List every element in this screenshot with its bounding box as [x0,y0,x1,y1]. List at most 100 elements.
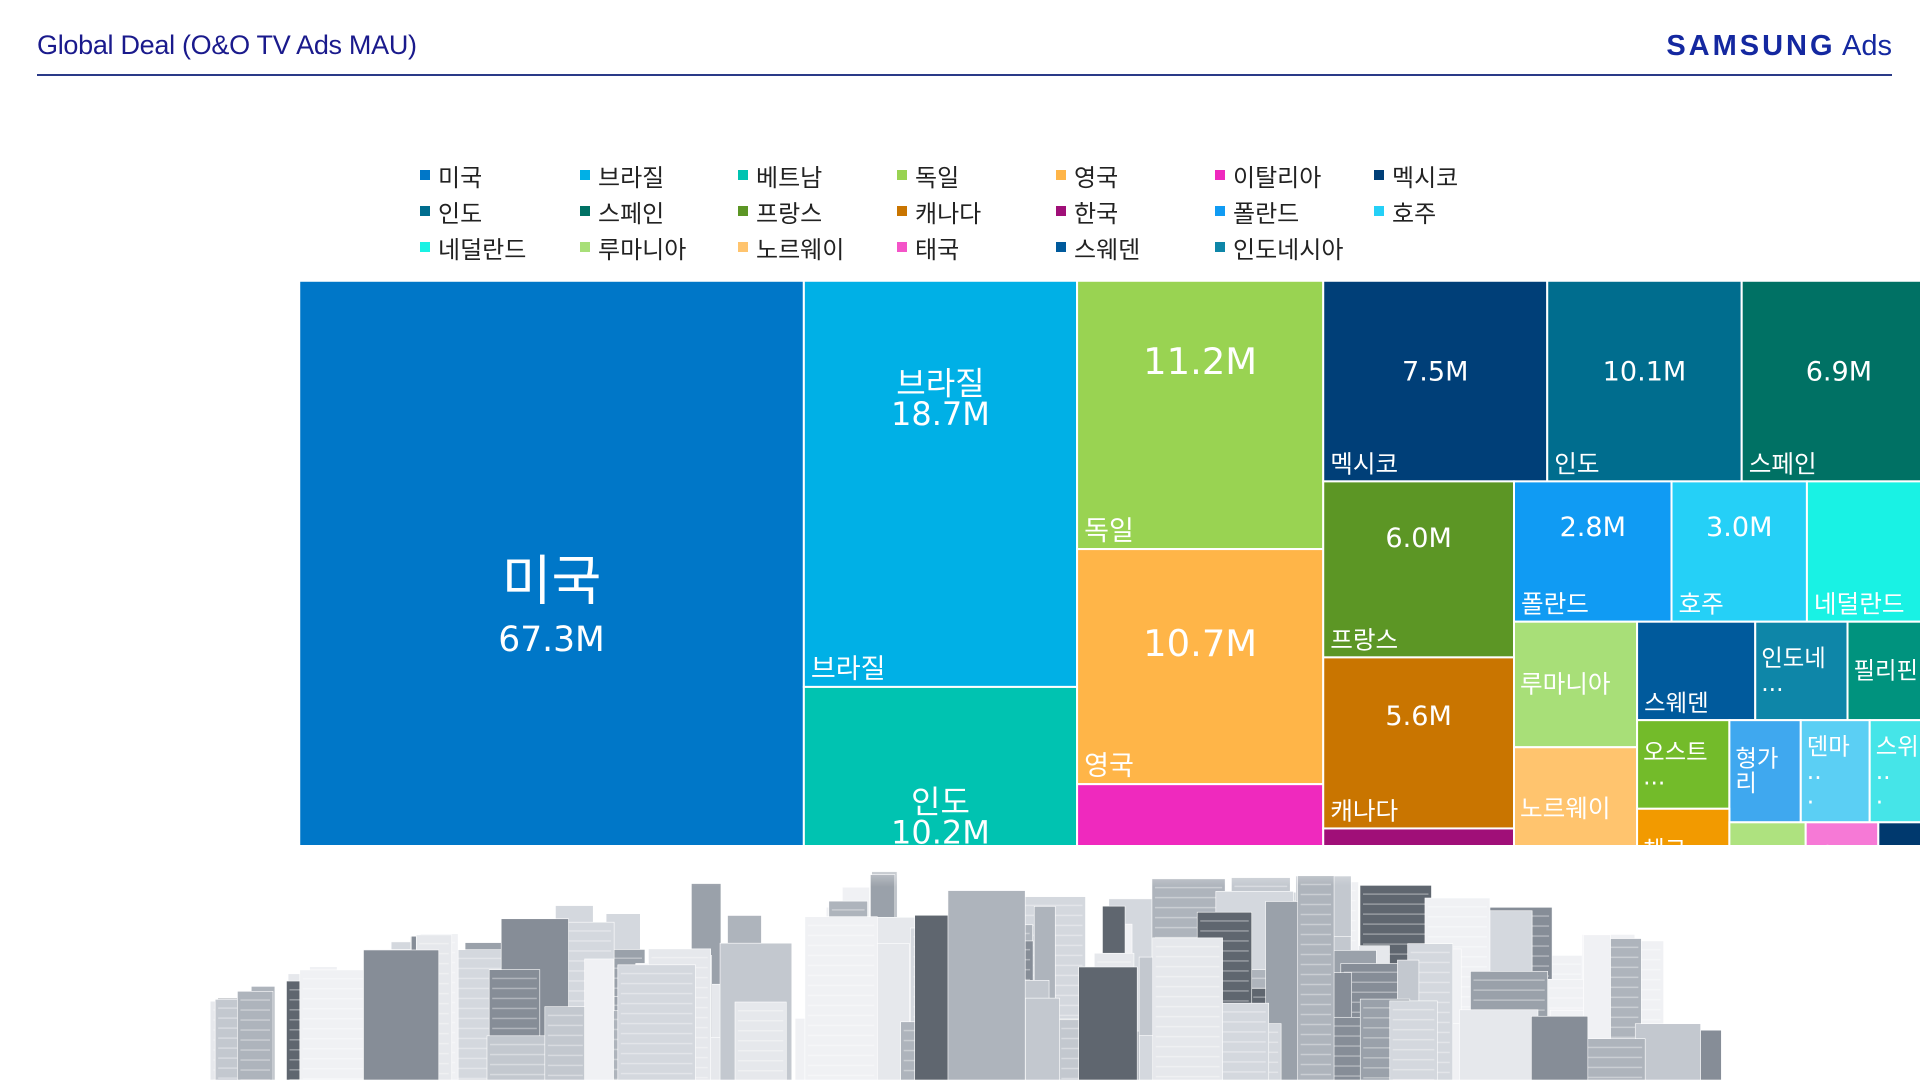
legend-swatch [738,170,748,180]
treemap-tile: 루마니아 [1513,620,1639,749]
legend-swatch [1215,206,1225,216]
treemap-tile: 3.0M 호주 [1670,480,1808,623]
treemap-tile: 형가 리 [1728,719,1802,824]
brand-name: SAMSUNG [1666,30,1836,62]
legend-item: 폴란드 [1215,196,1300,228]
tile-value: 6.0M [1385,523,1451,554]
treemap-tile-rect [1513,480,1673,623]
brand-logo: SAMSUNG Ads [1666,30,1892,63]
treemap-chart: 미국67.3M미국브라질18.7M브라질인도10.2M베트남11.2M독일10.… [298,279,1920,845]
treemap-tile-rect [802,279,1079,688]
treemap-tile: 체코 [1636,807,1731,845]
treemap-tile: 7.8M이탈리아 [1076,783,1325,845]
tile-label: 형가 리 [1735,745,1778,798]
legend-item: 호주 [1374,196,1437,228]
legend-swatch [580,206,590,216]
tile-label: 스위... [1876,732,1919,809]
tile-value: 67.3M [498,620,604,660]
legend-label: 폴란드 [1233,199,1300,228]
tile-value: 2.8M [1560,512,1626,543]
legend-item: 미국 [420,160,483,192]
treemap-tile-rect [1636,807,1731,845]
tile-value: 7.5M [1402,357,1468,388]
treemap-tile-rect [802,685,1079,845]
legend-label: 한국 [1074,199,1119,228]
legend-label: 스페인 [598,199,665,228]
legend-item: 스웨덴 [1056,232,1140,264]
chart-legend: 미국 브라질 베트남 독일 영국 이탈리아 멕시코 인도 스페인 프랑스 캐나다 한국 폴란드 호주 네덜란… [420,160,1520,270]
legend-label: 루마니아 [598,235,687,264]
treemap-tile: 노르웨이 [1513,746,1639,845]
legend-swatch [420,170,430,180]
tile-label: 독일 [1084,516,1134,547]
treemap-tile: 포... [1728,821,1807,845]
treemap-tile-rect [1728,821,1807,845]
tile-label: 말... [1812,843,1853,845]
treemap-tile: 7.5M 멕시코 [1322,279,1549,483]
treemap-tile-rect [1728,719,1802,824]
tile-label: 덴마... [1807,732,1850,809]
legend-label: 미국 [438,163,483,192]
treemap-tile: 덴마... [1799,719,1871,824]
legend-label: 독일 [915,163,960,192]
legend-swatch [420,242,430,252]
treemap-tile: 인도네... [1754,620,1849,722]
treemap-tile-rect [1513,620,1639,749]
legend-swatch [1056,206,1066,216]
tile-label: 인도 [1554,449,1599,478]
legend-item: 브라질 [580,160,664,192]
legend-label: 인도 [438,199,483,228]
legend-item: 인도 [420,196,483,228]
tile-label: 영국 [1084,751,1134,782]
tile-label: 인도네... [1761,644,1826,697]
tile-value: 5.6M [1385,701,1451,732]
legend-swatch [580,170,590,180]
treemap-tile-rect [1804,821,1880,845]
legend-item: 한국 [1056,196,1119,228]
tile-value: 18.7M [891,395,990,433]
treemap-tile: 6.0M 프랑스 [1322,480,1515,659]
treemap-tile: 필리핀 [1846,620,1920,722]
legend-swatch [1056,242,1066,252]
treemap-tile-rect [1636,719,1731,810]
tile-value: 11.2M [1143,340,1257,383]
treemap-tile-rect [1636,620,1757,722]
treemap-tile: 오스트... [1636,719,1731,810]
legend-item: 네덜란드 [420,232,526,264]
treemap-tile-rect [1322,656,1515,830]
legend-item: 독일 [897,160,960,192]
tile-label: 노르웨이 [1520,794,1611,823]
treemap-tile-rect [1546,279,1743,483]
treemap-tile: 10.1M 인도 [1546,279,1743,483]
legend-swatch [897,206,907,216]
legend-item: 이탈리아 [1215,160,1321,192]
legend-swatch [1215,170,1225,180]
legend-swatch [897,170,907,180]
treemap-tile: 스웨덴 [1636,620,1757,722]
header-divider [37,74,1892,76]
legend-item: 멕시코 [1374,160,1458,192]
treemap-tile-rect [1799,719,1871,824]
legend-label: 호주 [1392,199,1437,228]
legend-swatch [1056,170,1066,180]
tile-label: 브라질 [811,654,886,685]
tile-label: 스페인 [1749,449,1817,478]
legend-swatch [897,242,907,252]
legend-label: 태국 [915,235,960,264]
treemap-tile: 5.6M 캐나다 [1322,656,1515,830]
treemap-tile: 5.3M한국 [1322,827,1515,845]
treemap-tile-rect [1740,279,1920,483]
legend-swatch [738,242,748,252]
tile-label: 호주 [1679,590,1724,619]
tile-label: 네덜란드 [1814,590,1905,619]
legend-item: 베트남 [738,160,822,192]
tile-label: 오스트... [1643,738,1708,791]
treemap-tile-rect [1868,719,1920,824]
tile-label: 멕시코 [1330,449,1398,478]
legend-item: 스페인 [580,196,665,228]
page-title: Global Deal (O&O TV Ads MAU) [37,30,417,60]
tile-value: 3.0M [1706,512,1772,543]
tile-big-label: 미국 [502,550,602,613]
